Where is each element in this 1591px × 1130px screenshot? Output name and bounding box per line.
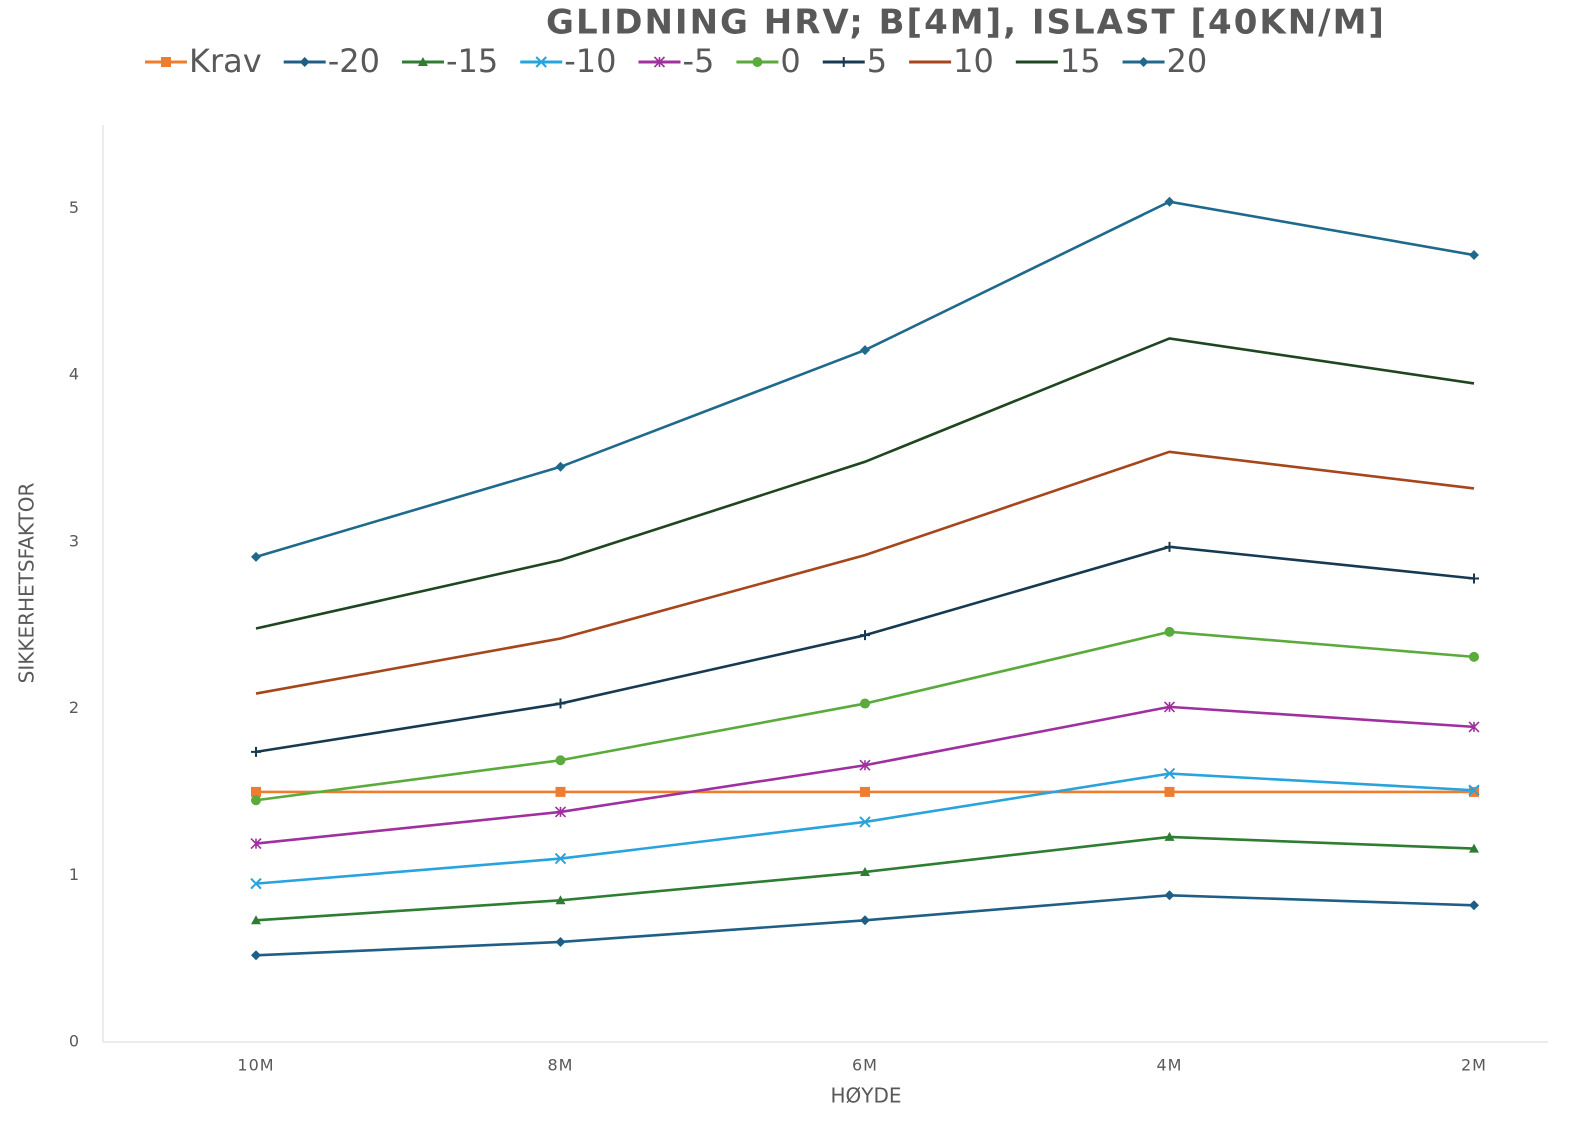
- marker: [1469, 786, 1479, 797]
- marker: [251, 915, 261, 925]
- marker: [251, 786, 261, 797]
- legend-label: 20: [1167, 42, 1208, 80]
- y-tick-label: 5: [69, 198, 80, 217]
- x-tick-label: 10M: [237, 1056, 274, 1075]
- x-tick-label: 8M: [548, 1056, 574, 1075]
- marker: [1163, 701, 1176, 713]
- marker: [860, 786, 870, 797]
- marker: [860, 915, 870, 926]
- marker: [1163, 767, 1176, 780]
- marker: [250, 838, 262, 850]
- legend-label: 0: [780, 42, 800, 80]
- y-tick-label: 4: [69, 365, 80, 384]
- y-tick-label: 2: [69, 698, 80, 717]
- marker: [860, 345, 870, 356]
- marker: [555, 786, 566, 797]
- series-line: [255, 450, 1475, 695]
- marker: [251, 950, 261, 961]
- marker: [860, 630, 870, 641]
- legend: Krav -20 -15 -10 -5 0 5 10 15 20: [145, 42, 1207, 80]
- marker: [1468, 784, 1480, 796]
- x-tick-label: 6M: [852, 1056, 878, 1075]
- marker: [554, 852, 567, 865]
- marker: [1469, 651, 1479, 662]
- marker: [161, 57, 171, 67]
- marker: [535, 56, 547, 68]
- marker: [1469, 573, 1479, 584]
- marker: [1164, 541, 1175, 552]
- marker: [1469, 900, 1479, 911]
- marker: [555, 755, 566, 766]
- marker: [860, 866, 870, 876]
- marker: [859, 759, 871, 771]
- marker: [251, 795, 261, 806]
- series-line: [255, 337, 1475, 630]
- marker: [251, 551, 261, 562]
- legend-label: 10: [953, 42, 994, 80]
- series-line: [255, 545, 1475, 754]
- marker: [1164, 831, 1175, 841]
- marker: [838, 57, 849, 67]
- marker: [1469, 843, 1479, 853]
- marker: [1469, 250, 1479, 261]
- x-tick-label: 2M: [1461, 1056, 1487, 1075]
- marker: [1164, 890, 1175, 901]
- legend-label: -15: [446, 42, 498, 80]
- legend-label: -5: [682, 42, 714, 80]
- marker: [555, 698, 566, 709]
- legend-label: 15: [1060, 42, 1101, 80]
- series-line: [255, 200, 1475, 559]
- marker: [1164, 196, 1175, 207]
- y-tick-label: 0: [69, 1032, 80, 1051]
- legend-label: -20: [328, 42, 380, 80]
- marker: [653, 56, 666, 68]
- marker: [250, 877, 262, 890]
- y-axis-label: SIKKERHETSFAKTOR: [15, 483, 39, 684]
- marker: [299, 57, 310, 67]
- chart-title: GLIDNING HRV; B[4M], ISLAST [40KN/M]: [546, 3, 1386, 43]
- marker: [417, 57, 428, 66]
- marker: [1138, 57, 1149, 67]
- marker: [554, 806, 567, 818]
- marker: [1164, 786, 1175, 797]
- series-line: [255, 835, 1475, 922]
- legend-label: Krav: [189, 42, 262, 80]
- x-axis-label: HØYDE: [830, 1084, 901, 1108]
- x-tick-label: 4M: [1157, 1056, 1183, 1075]
- marker: [251, 746, 261, 757]
- marker: [555, 936, 566, 947]
- marker: [1164, 626, 1175, 637]
- marker: [555, 461, 566, 472]
- legend-label: -10: [564, 42, 616, 80]
- y-tick-label: 3: [69, 531, 80, 550]
- legend-label: 5: [867, 42, 887, 80]
- marker: [1468, 721, 1480, 733]
- y-tick-label: 1: [69, 865, 80, 884]
- marker: [859, 816, 871, 828]
- series-line: [255, 893, 1475, 957]
- marker: [752, 57, 763, 67]
- marker: [860, 698, 870, 709]
- marker: [555, 895, 566, 905]
